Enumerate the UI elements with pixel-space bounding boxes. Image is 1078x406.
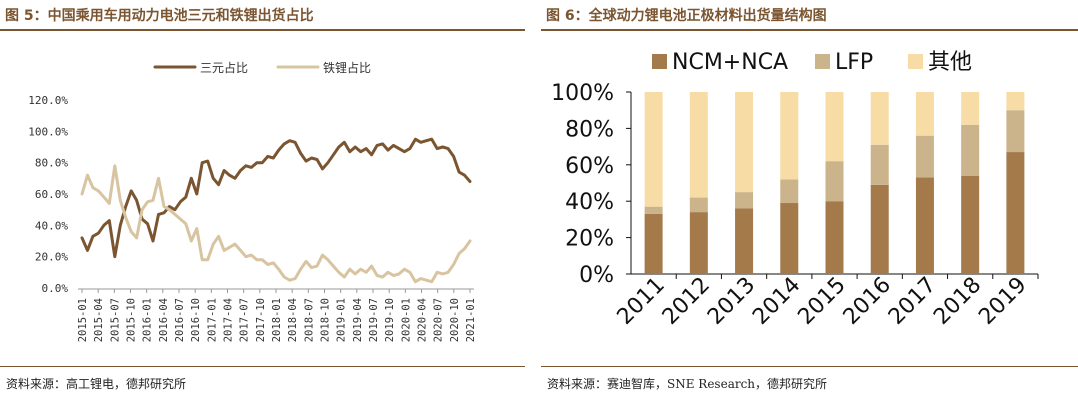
x-tick-label: 2018	[929, 273, 986, 330]
bar-segment-ncm-nca	[780, 203, 799, 274]
x-tick-label: 2017	[884, 273, 941, 330]
bar-segment-other	[825, 92, 844, 162]
bar-segment-ncm-nca	[644, 213, 663, 274]
y-tick-label: 40.0%	[35, 219, 68, 232]
left-source-note: 资料来源：高工锂电，德邦研究所	[6, 377, 187, 391]
x-tick-label: 2019-07	[368, 298, 380, 342]
legend-swatch	[908, 54, 923, 69]
legend-label: 铁锂占比	[323, 60, 371, 75]
bar-segment-other	[961, 92, 980, 125]
bar-segment-ncm-nca	[870, 184, 889, 274]
right-figure-panel: 图 6：全球动力锂电池正极材料出货量结构图 0% 20% 40% 60% 80% 100%…	[541, 0, 1078, 406]
y-tick-label: 100%	[551, 81, 614, 106]
x-tick-label: 2012	[658, 273, 715, 330]
bar-segment-ncm-nca	[689, 212, 708, 274]
bar-segment-other	[689, 92, 708, 198]
x-tick-label: 2017-04	[223, 298, 235, 342]
y-tick-label: 60%	[565, 154, 614, 179]
bar-segment-lfp	[915, 135, 934, 178]
y-tick-label: 0.0%	[42, 282, 69, 295]
x-tick-label: 2015-01	[77, 298, 89, 342]
x-tick-label: 2021-01	[465, 298, 477, 342]
x-tick-label: 2017-07	[239, 298, 251, 342]
bar-segment-lfp	[1006, 110, 1025, 153]
y-tick-label: 0%	[579, 263, 614, 288]
x-tick-label: 2018-07	[303, 298, 315, 342]
y-tick-label: 80.0%	[35, 157, 68, 170]
x-tick-label: 2017-01	[206, 298, 218, 342]
x-tick-label: 2018-01	[271, 298, 283, 342]
y-tick-label: 20.0%	[35, 251, 68, 264]
line-chart: 0.0% 20.0% 40.0% 60.0% 80.0% 100.0% 120.0% 2015…	[28, 60, 477, 342]
left-top-rule	[0, 29, 525, 31]
y-tick-label: 80%	[565, 117, 614, 142]
legend-label: 三元占比	[200, 60, 248, 75]
bar-segment-ncm-nca	[915, 177, 934, 274]
x-tick-label: 2019	[974, 273, 1031, 330]
x-tick-label: 2016-04	[158, 298, 170, 342]
bar-segment-ncm-nca	[735, 208, 754, 274]
x-tick-label: 2015-10	[126, 298, 138, 342]
legend-label: NCM+NCA	[672, 50, 788, 75]
bar-segment-ncm-nca	[825, 201, 844, 274]
right-figure-title: 图 6：全球动力锂电池正极材料出货量结构图	[546, 8, 827, 24]
right-source-note: 资料来源：赛迪智库，SNE Research，德邦研究所	[547, 377, 828, 391]
y-tick-label: 20%	[565, 227, 614, 252]
bar-segment-other	[1006, 92, 1025, 111]
bar-segment-other	[870, 92, 889, 145]
x-tick-label: 2019-10	[384, 298, 396, 342]
x-tick-label: 2015-07	[109, 298, 121, 342]
legend-label: 其他	[928, 50, 972, 75]
bar-segment-lfp	[825, 161, 844, 202]
bar-segment-other	[915, 92, 934, 136]
bar-segment-lfp	[644, 206, 663, 214]
x-tick-label: 2013	[703, 273, 760, 330]
x-tick-label: 2014	[748, 273, 805, 330]
x-tick-label: 2016	[839, 273, 896, 330]
x-tick-label: 2020-07	[433, 298, 445, 342]
bar-segment-lfp	[870, 144, 889, 185]
bar-segment-lfp	[780, 179, 799, 204]
legend-swatch	[815, 54, 830, 69]
right-bottom-rule	[541, 366, 1078, 367]
x-tick-label: 2016-07	[174, 298, 186, 342]
bar-segment-lfp	[689, 197, 708, 213]
x-tick-label: 2018-10	[320, 298, 332, 342]
left-figure-title: 图 5：中国乘用车用动力电池三元和铁锂出货占比	[5, 8, 314, 24]
left-figure-panel: 图 5：中国乘用车用动力电池三元和铁锂出货占比 0.0% 20.0% 40.0% 60…	[0, 0, 525, 406]
bar-segment-ncm-nca	[1006, 152, 1025, 274]
legend-swatch	[652, 54, 667, 69]
x-tick-label: 2015-04	[93, 298, 105, 342]
x-tick-label: 2018-04	[287, 298, 299, 342]
x-tick-label: 2016-10	[190, 298, 202, 342]
bar-segment-lfp	[961, 124, 980, 176]
bar-segment-other	[644, 92, 663, 207]
y-tick-label: 60.0%	[35, 188, 68, 201]
x-tick-label: 2017-10	[255, 298, 267, 342]
x-tick-label: 2019-01	[336, 298, 348, 342]
ternary-share-line	[80, 137, 472, 259]
x-tick-label: 2020-10	[449, 298, 461, 342]
x-tick-label: 2016-01	[142, 298, 154, 342]
x-tick-label: 2011	[613, 273, 670, 330]
right-top-rule	[541, 29, 1078, 31]
y-tick-label: 100.0%	[28, 125, 68, 138]
bar-segment-ncm-nca	[961, 175, 980, 274]
y-tick-label: 120.0%	[28, 94, 68, 107]
bar-segment-other	[735, 92, 754, 193]
legend-label: LFP	[835, 50, 873, 75]
left-bottom-rule	[0, 366, 525, 367]
stacked-bar-chart: 0%20%40%60%80%100%2011201220132014201520…	[551, 50, 1039, 330]
bar-segment-lfp	[735, 192, 754, 209]
x-tick-label: 2020-01	[400, 298, 412, 342]
lfp-share-line	[80, 164, 472, 284]
x-tick-label: 2020-04	[417, 298, 429, 342]
x-tick-label: 2019-04	[352, 298, 364, 342]
y-tick-label: 40%	[565, 190, 614, 215]
bar-segment-other	[780, 92, 799, 180]
x-tick-label: 2015	[793, 273, 850, 330]
